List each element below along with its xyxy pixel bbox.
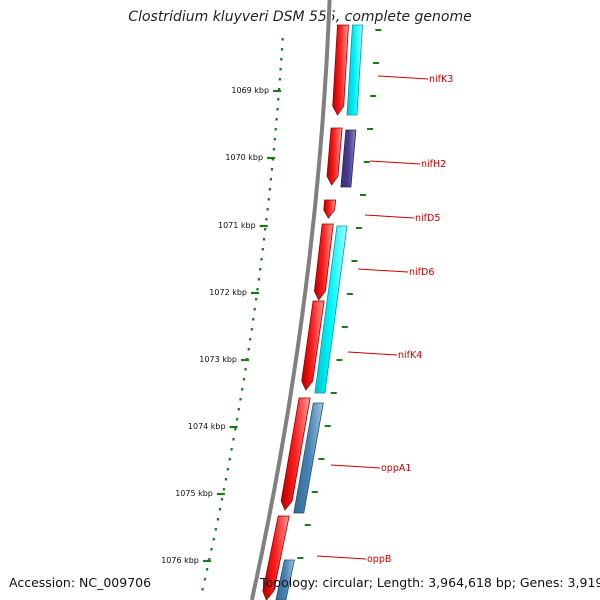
tick-label: 1075 kbp xyxy=(175,489,213,498)
tick-label: 1069 kbp xyxy=(231,86,269,95)
tick-label: 1076 kbp xyxy=(161,556,199,565)
cds-arrow xyxy=(323,199,337,219)
gene-label-oppb: oppB xyxy=(367,554,391,565)
cds-arrow xyxy=(326,127,343,186)
label-leader xyxy=(364,214,415,219)
cds-arrow xyxy=(301,300,325,391)
feature-block xyxy=(340,129,357,188)
feature-block xyxy=(346,24,363,116)
label-leader xyxy=(357,268,409,273)
label-leader xyxy=(316,555,367,560)
gene-label-nifd5: nifD5 xyxy=(415,213,440,224)
cds-arrow xyxy=(313,223,334,301)
gene-label-nifd6: nifD6 xyxy=(409,267,434,278)
cds-arrow xyxy=(262,515,290,600)
tick-label: 1070 kbp xyxy=(225,153,263,162)
feature-track xyxy=(275,24,363,600)
label-leader xyxy=(330,464,381,469)
gene-label-nifk4: nifK4 xyxy=(398,350,422,361)
feature-block xyxy=(293,402,324,514)
label-leader xyxy=(347,351,398,356)
tick-label: 1072 kbp xyxy=(209,288,247,297)
gene-labels: nifK3 nifH2 nifD5 nifD6 nifK4 oppA1 oppB xyxy=(316,74,453,565)
tick-label: 1074 kbp xyxy=(188,422,226,431)
scale-ticks: 1069 kbp 1070 kbp 1071 kbp 1072 kbp 1073 kbp… xyxy=(161,29,382,591)
accession-text: Accession: NC_009706 xyxy=(9,575,152,590)
backbone-line xyxy=(249,0,332,600)
genome-summary-text: Topology: circular; Length: 3,964,618 bp… xyxy=(260,575,600,590)
map-title: Clostridium kluyveri DSM 555, complete g… xyxy=(128,9,472,25)
gene-label-nifh2: nifH2 xyxy=(421,159,446,170)
genome-backbone xyxy=(248,0,334,600)
tick-label: 1073 kbp xyxy=(199,355,237,364)
gene-label-oppa1: oppA1 xyxy=(381,463,411,474)
tick-label: 1071 kbp xyxy=(218,221,256,230)
label-leader xyxy=(377,75,429,80)
feature-block xyxy=(275,559,295,600)
feature-block xyxy=(314,225,348,394)
label-leader xyxy=(369,160,421,165)
cds-arrow xyxy=(332,24,349,116)
cds-arrow xyxy=(280,397,311,511)
gene-label-nifk3: nifK3 xyxy=(429,74,453,85)
cds-track xyxy=(262,24,349,600)
